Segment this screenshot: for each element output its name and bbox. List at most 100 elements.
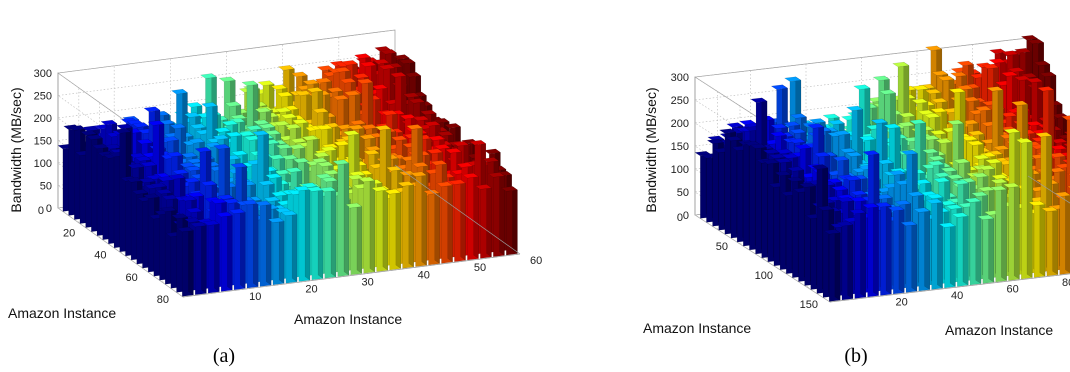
panel-a: 0 50 100 150 200 250 300 0 20 40 60 80 10 20 30 40 50 6… xyxy=(8,29,542,367)
bar-side-face xyxy=(1039,200,1046,277)
panel-a-caption: (a) xyxy=(213,345,235,367)
bar-side-face xyxy=(924,207,930,290)
bar-top-face xyxy=(214,127,231,133)
bar-top-face xyxy=(221,120,239,126)
bar-top-face xyxy=(284,123,302,130)
bar-top-face xyxy=(143,106,161,112)
left-axis-tick-label: 150 xyxy=(800,299,818,311)
bar-top-face xyxy=(280,113,298,119)
z-tick-label: 50 xyxy=(40,181,52,193)
bar-top-face xyxy=(274,169,291,175)
bar-top-face xyxy=(185,207,203,213)
bar-top-face xyxy=(159,206,177,212)
bar-side-face xyxy=(962,212,969,286)
z-tick-label: 100 xyxy=(34,158,52,170)
right-axis-tick-label: 50 xyxy=(474,262,486,274)
bar-side-face xyxy=(395,188,401,269)
bar-top-face xyxy=(213,144,231,150)
bar xyxy=(176,226,194,297)
bar-top-face xyxy=(104,143,122,150)
bar-top-face xyxy=(223,198,240,204)
bar-side-face xyxy=(499,172,505,256)
bar-top-face xyxy=(263,196,281,202)
bar-top-face xyxy=(217,194,235,200)
right-axis-tick-label: 60 xyxy=(1007,284,1019,296)
bar-top-face xyxy=(295,90,312,96)
bar-side-face xyxy=(512,186,518,254)
z-tick-label: 250 xyxy=(671,95,689,107)
bar-side-face xyxy=(834,229,841,301)
bar-side-face xyxy=(382,186,388,271)
right-axis-tick-label: 80 xyxy=(1062,277,1070,289)
bar-top-face xyxy=(157,176,175,182)
right-axis-tick-label: 60 xyxy=(530,255,542,267)
bar-top-face xyxy=(281,154,299,160)
left-axis-tick-label: 50 xyxy=(716,241,728,253)
bar-top-face xyxy=(245,125,263,131)
panel-a-z-axis-label: Bandwidth (MB/sec) xyxy=(8,87,24,212)
bar-side-face xyxy=(214,220,220,292)
bar-top-face xyxy=(200,180,218,186)
bar-top-face xyxy=(291,118,309,125)
bar-top-face xyxy=(166,151,184,157)
bar-side-face xyxy=(1065,191,1070,273)
bar-top-face xyxy=(257,180,275,186)
panel-b-caption: (b) xyxy=(844,345,867,367)
bar-side-face xyxy=(911,221,918,292)
bar-side-face xyxy=(356,202,362,274)
bar-side-face xyxy=(279,217,285,284)
panel-a-bars xyxy=(57,46,518,297)
bar-top-face xyxy=(186,158,204,164)
bar-top-face xyxy=(189,123,207,129)
bar-top-face xyxy=(86,134,103,140)
panel-b: 0 50 100 150 200 250 300 0 50 100 150 20 40 60 80 100… xyxy=(643,35,1070,367)
bar-top-face xyxy=(393,54,410,60)
z-tick-label: 300 xyxy=(34,68,52,80)
bar-top-face xyxy=(268,154,286,160)
bar-top-face xyxy=(81,126,99,132)
left-axis-tick-label: 60 xyxy=(126,272,138,284)
panel-b-right-axis-label: Amazon Instance xyxy=(945,322,1053,338)
bar-top-face xyxy=(212,134,230,140)
bar-side-face xyxy=(343,159,350,276)
bar-top-face xyxy=(265,173,282,179)
bar-side-face xyxy=(847,221,854,299)
bar xyxy=(241,199,259,289)
bar-side-face xyxy=(1026,138,1033,278)
bar-top-face xyxy=(183,177,201,183)
bar-side-face xyxy=(447,181,453,263)
bar-top-face xyxy=(147,120,165,126)
bar-side-face xyxy=(369,176,375,273)
z-tick-label: 300 xyxy=(671,72,689,84)
bar-top-face xyxy=(134,156,152,162)
bar-top-face xyxy=(142,193,160,199)
bar-top-face xyxy=(336,124,354,130)
bar-side-face xyxy=(950,222,956,287)
bar-top-face xyxy=(230,114,247,120)
bar-side-face xyxy=(860,208,866,298)
bar xyxy=(228,208,246,290)
right-axis-tick-label: 20 xyxy=(305,284,317,296)
bar-top-face xyxy=(187,192,205,198)
bar-side-face xyxy=(975,197,982,284)
bar-top-face xyxy=(306,87,324,93)
left-axis-tick-label: 80 xyxy=(157,294,169,306)
panel-a-left-axis-label: Amazon Instance xyxy=(8,305,116,321)
right-axis-tick-label: 20 xyxy=(896,297,908,309)
bar-top-face xyxy=(218,76,236,82)
z-tick-label: 200 xyxy=(34,113,52,125)
bar-top-face xyxy=(341,60,358,66)
bar-top-face xyxy=(161,194,179,200)
bar xyxy=(189,221,207,295)
bar-top-face xyxy=(258,123,276,129)
bar-top-face xyxy=(127,163,145,169)
bar-top-face xyxy=(252,119,270,125)
bar-side-face xyxy=(240,208,246,289)
bar-top-face xyxy=(252,130,269,136)
left-axis-tick-label: 0 xyxy=(38,205,44,217)
bar-top-face xyxy=(380,49,397,55)
bar-top-face xyxy=(225,131,243,137)
z-tick-label: 0 xyxy=(46,203,52,215)
bar-top-face xyxy=(230,162,248,169)
bar-top-face xyxy=(270,191,288,197)
